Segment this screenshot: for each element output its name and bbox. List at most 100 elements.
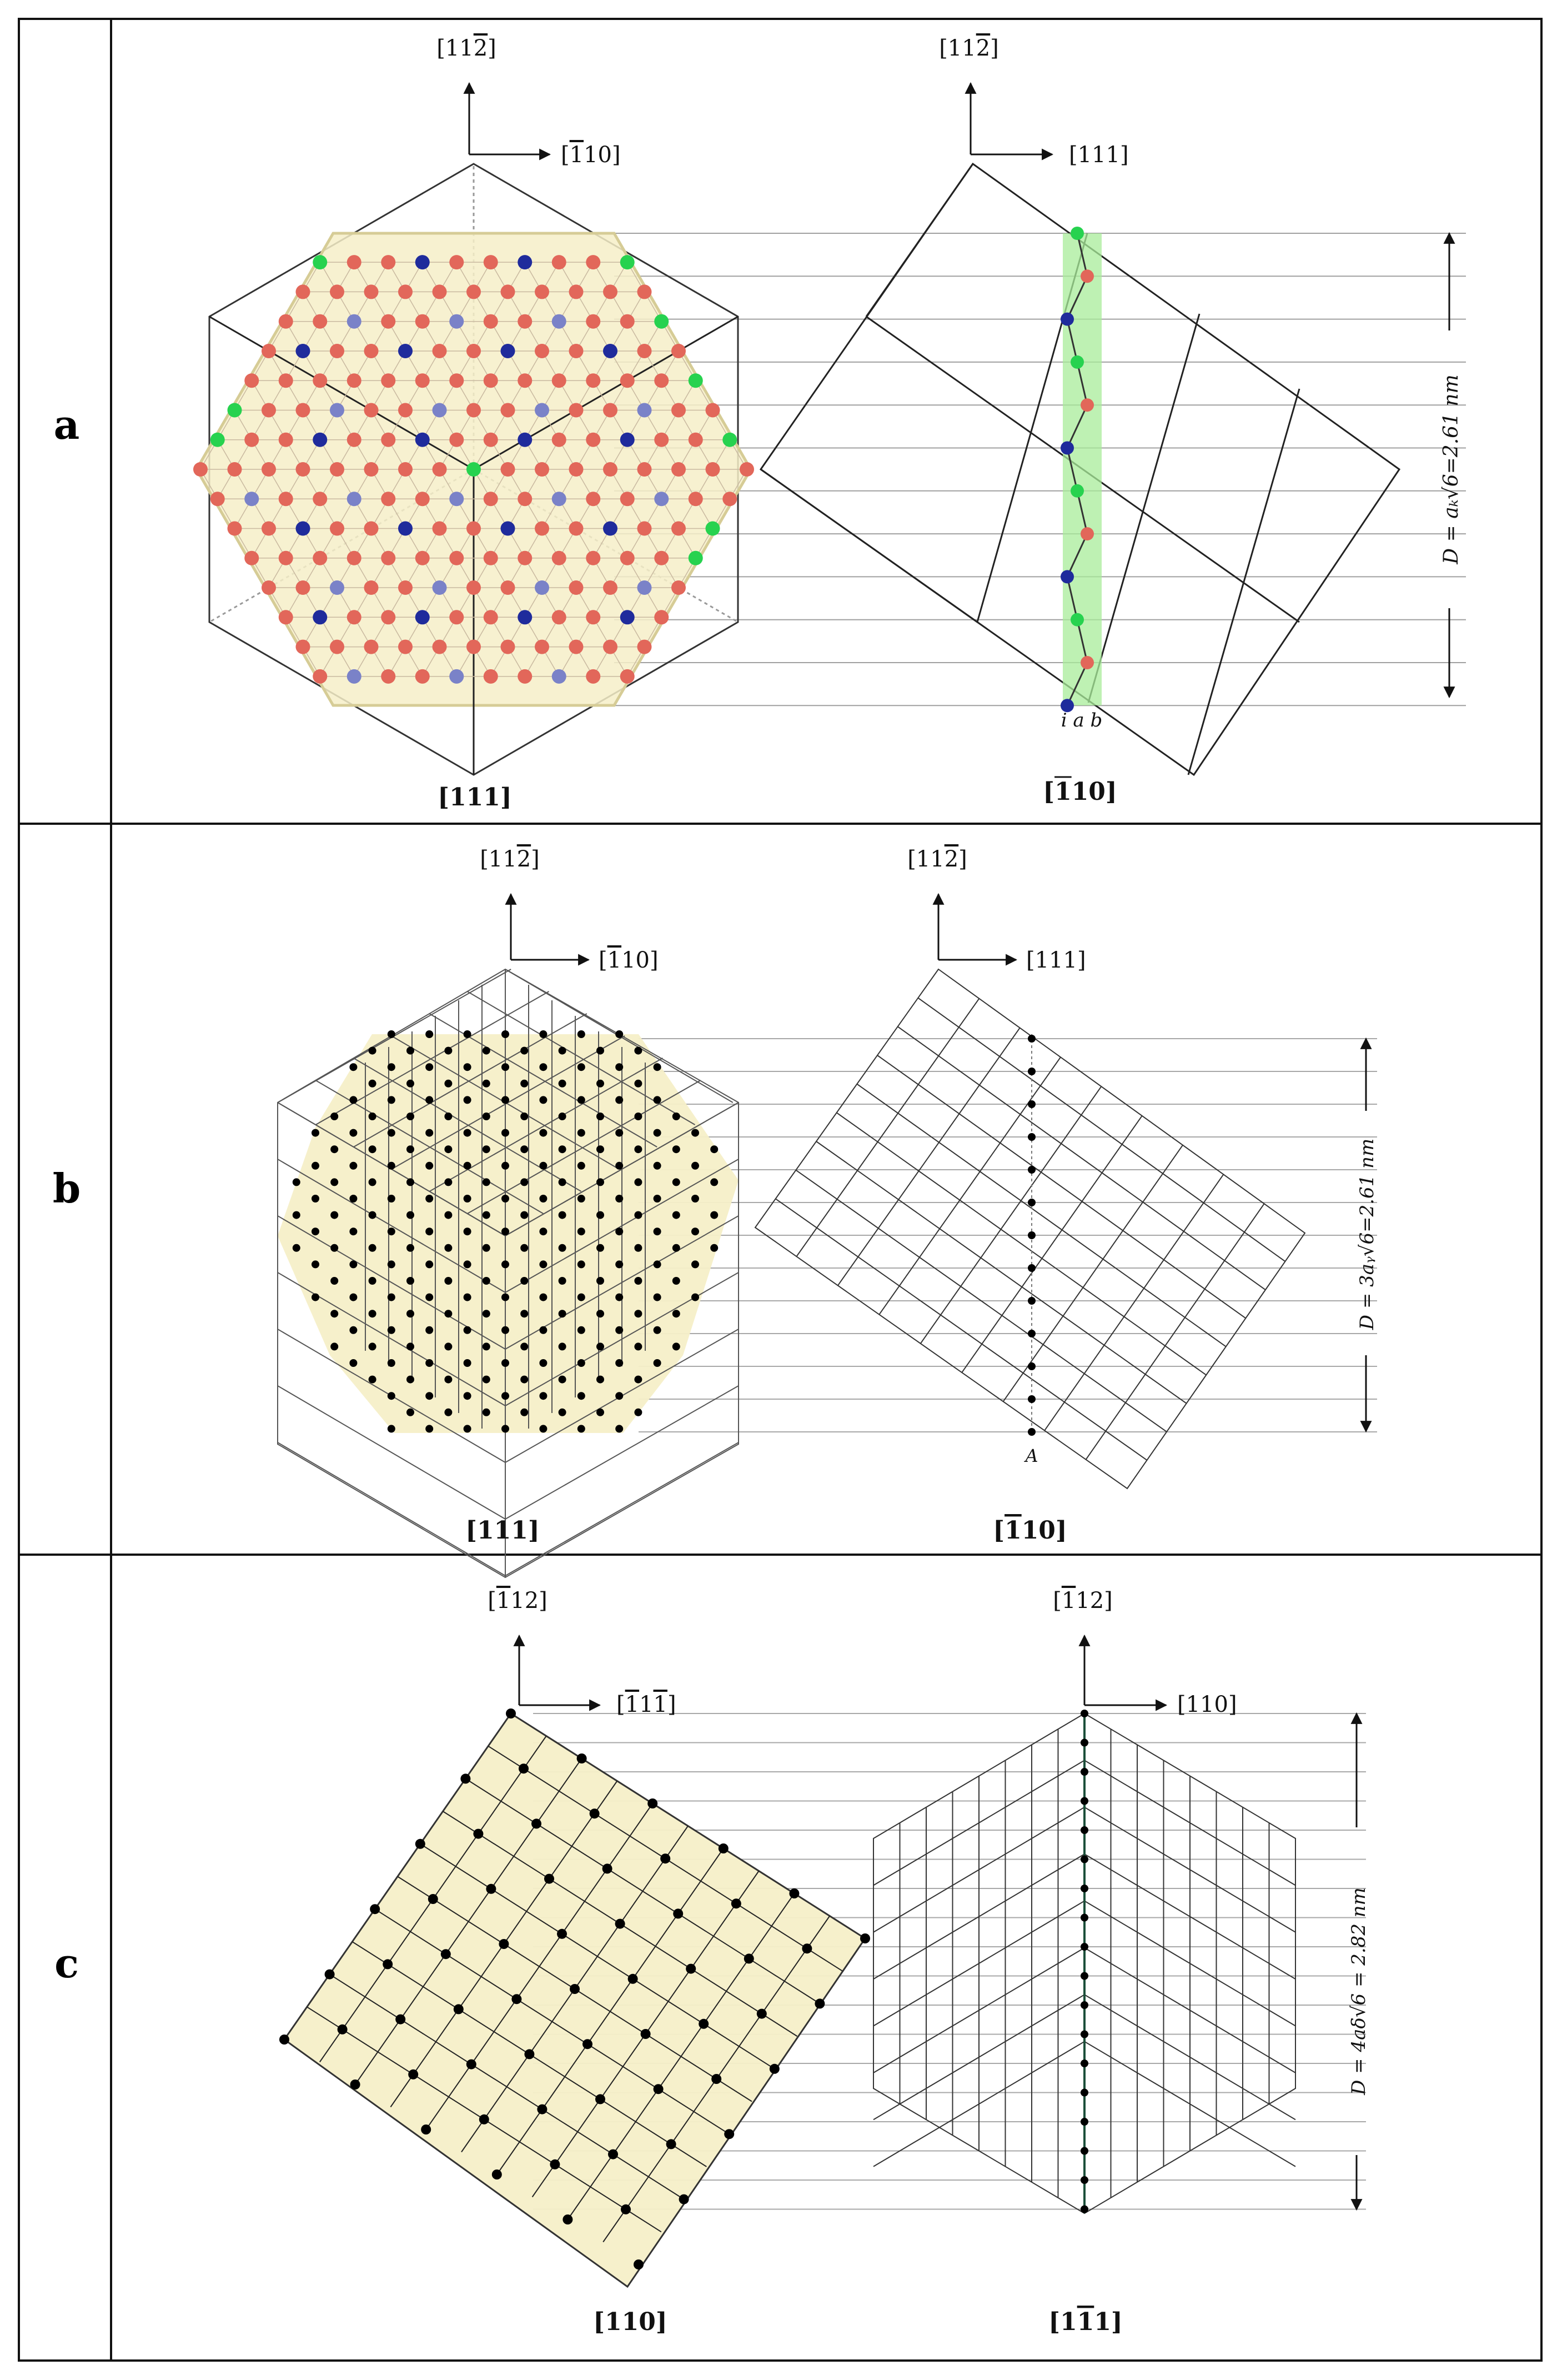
black-atom — [589, 1808, 600, 1819]
black-atom — [634, 1342, 642, 1351]
black-atom — [387, 1260, 395, 1269]
panel-c-dimension-text: D = 4aδ√6 = 2.82 nm — [1348, 1887, 1370, 2096]
cube-grid-line — [505, 1385, 739, 1520]
red-atom — [483, 432, 498, 447]
black-atom — [312, 1293, 319, 1301]
panel-c-dimension: D = 4aδ√6 = 2.82 nm — [1348, 1712, 1370, 2211]
black-atom — [499, 1939, 509, 1949]
black-atom — [425, 1326, 434, 1334]
prism-grid-line — [795, 1169, 1167, 1432]
black-atom — [368, 1046, 376, 1055]
black-atom — [501, 1096, 509, 1104]
blue-atom-light — [346, 492, 361, 507]
red-atom — [688, 432, 703, 447]
red-atom — [620, 550, 635, 565]
panel-c-column-atoms — [1081, 1710, 1088, 2213]
red-atom — [466, 580, 481, 595]
red-atom — [620, 669, 635, 684]
black-atom — [1028, 1100, 1036, 1108]
square-grid-line — [567, 1893, 795, 2220]
red-atom — [346, 610, 361, 625]
black-atom — [653, 1129, 661, 1137]
black-atom — [292, 1211, 300, 1219]
black-atom — [406, 1375, 414, 1384]
red-atom — [603, 462, 617, 477]
black-atom — [608, 2149, 618, 2159]
black-atom — [506, 1708, 516, 1718]
black-atom — [368, 1178, 376, 1186]
black-atom — [387, 1227, 395, 1236]
black-atom — [1081, 2118, 1088, 2126]
black-atom — [577, 1359, 585, 1367]
black-atom — [482, 1211, 490, 1219]
panel-b-stack-atoms — [1028, 1035, 1036, 1436]
black-atom — [615, 1392, 624, 1400]
panel-b-left-zone-axis: [111] — [465, 1516, 539, 1545]
red-atom — [432, 639, 447, 654]
green-atom — [705, 521, 720, 536]
red-atom — [278, 550, 293, 565]
black-atom — [634, 1408, 642, 1416]
black-atom — [501, 1260, 509, 1269]
blue-atom — [398, 343, 413, 358]
black-atom — [425, 1161, 434, 1170]
red-atom — [432, 462, 447, 477]
red-atom — [654, 432, 669, 447]
black-atom — [672, 1113, 680, 1120]
panel-c: D = 4aδ√6 = 2.82 nm [112] [111] [110] [1… — [279, 1588, 1370, 2336]
red-atom — [1081, 269, 1094, 283]
black-atom — [577, 1161, 585, 1170]
green-atom — [722, 432, 737, 447]
green-atom — [466, 462, 481, 477]
black-atom — [1081, 2030, 1088, 2038]
red-atom — [518, 492, 533, 507]
panel-a-stacking-column — [1063, 233, 1102, 705]
black-atom — [330, 1277, 339, 1285]
black-atom — [428, 1894, 438, 1904]
black-atom — [615, 1293, 624, 1301]
black-atom — [539, 1096, 548, 1104]
panel-b-right-axis-right: [111] — [1026, 948, 1086, 973]
panel-a-cluster-lines — [209, 315, 739, 775]
blue-atom-light — [449, 669, 464, 684]
panel-c-left-axis-up: [112] — [488, 1588, 548, 1614]
black-atom — [463, 1063, 471, 1071]
black-atom — [463, 1326, 471, 1334]
black-atom — [634, 1211, 642, 1219]
panel-c-square — [283, 1712, 867, 2288]
black-atom — [596, 1145, 604, 1154]
red-atom — [398, 403, 413, 418]
prism-grid-line — [878, 1056, 1061, 1315]
black-atom — [387, 1359, 395, 1367]
black-atom — [501, 1227, 509, 1236]
panel-c-right-axis-right: [110] — [1177, 1692, 1237, 1717]
black-atom — [802, 1943, 812, 1954]
black-atom — [615, 1425, 624, 1433]
black-atom — [691, 1161, 699, 1170]
red-atom — [551, 550, 566, 565]
panel-b-dimension: D = 3aᵧ√6=2.61 nm — [1356, 1037, 1378, 1433]
black-atom — [368, 1277, 376, 1285]
black-atom — [595, 2094, 605, 2105]
black-atom — [634, 2259, 644, 2269]
prism-outline — [759, 162, 1401, 776]
black-atom — [1028, 1330, 1036, 1337]
black-atom — [425, 1227, 434, 1236]
black-atom — [615, 1918, 625, 1929]
panel-b-stack-label: A — [1023, 1445, 1038, 1466]
blue-atom-light — [432, 403, 447, 418]
black-atom — [653, 1293, 661, 1301]
black-atom — [350, 2080, 360, 2090]
black-atom — [1081, 2176, 1088, 2184]
red-atom — [569, 580, 584, 595]
black-atom — [463, 1359, 471, 1367]
black-atom — [558, 1145, 566, 1154]
panel-a-label: a — [54, 401, 80, 448]
red-atom — [671, 343, 686, 358]
panel-a-left-axis-right: [110] — [561, 142, 621, 168]
red-atom — [483, 492, 498, 507]
black-atom — [596, 1079, 604, 1088]
black-atom — [463, 1096, 471, 1104]
panel-a-right-axis-right: [111] — [1069, 142, 1129, 168]
red-atom — [586, 492, 601, 507]
